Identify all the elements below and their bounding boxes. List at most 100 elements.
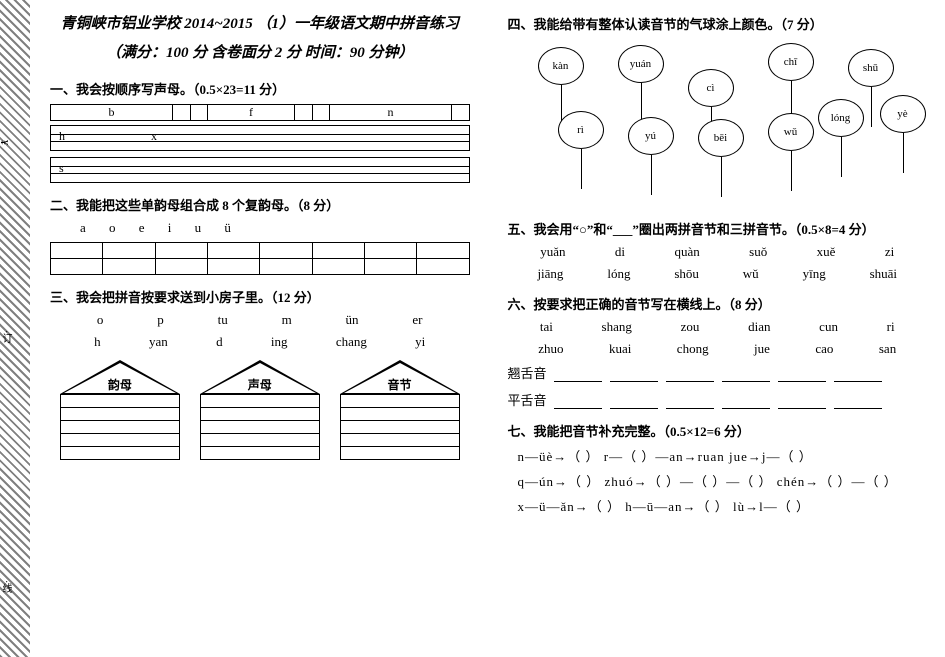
binding-gutter: ¥ ·订 ·线: [0, 0, 30, 657]
q2-grid: [50, 242, 470, 275]
q1-cell: [452, 105, 469, 121]
q3-head: 三、我会把拼音按要求送到小房子里。（12 分）: [50, 287, 470, 306]
gutter-mark-1: ¥: [0, 140, 9, 145]
q1-letter: s: [59, 161, 64, 176]
q5-item: jiāng: [537, 266, 563, 282]
q3-item: er: [412, 312, 422, 328]
q6-item: chong: [677, 341, 709, 357]
q3-item: h: [94, 334, 101, 350]
q6-item: san: [879, 341, 896, 357]
q3-item: tu: [218, 312, 228, 328]
q5-row1: yuǎn di quàn suǒ xuě zi: [516, 244, 920, 260]
q5-item: xuě: [817, 244, 836, 260]
page-content: 青铜峡市铝业学校 2014~2015 （1）一年级语文期中拼音练习 （满分：10…: [30, 0, 945, 657]
q6-row2: zhuo kuai chong jue cao san: [516, 341, 920, 357]
q1-cell: [190, 105, 207, 121]
q6-item: cao: [815, 341, 833, 357]
q5-head: 五、我会用“○”和“___”圈出两拼音节和三拼音节。（0.5×8=4 分）: [508, 219, 928, 238]
balloon: lóng: [818, 99, 864, 137]
balloons: kànyuáncìchīshū rìyúbēiwǔlóngyè: [508, 39, 928, 179]
balloon: yú: [628, 117, 674, 155]
q3-item: ing: [271, 334, 288, 350]
q1-letter: h: [59, 129, 65, 144]
q1-head: 一、我会按顺序写声母。（0.5×23=11 分）: [50, 79, 470, 98]
title-line1: 青铜峡市铝业学校 2014~2015 （1）一年级语文期中拼音练习: [50, 10, 470, 39]
q6-blanks-2: 平舌音: [508, 390, 928, 409]
q6-label2: 平舌音: [508, 393, 547, 408]
q6-item: zou: [681, 319, 700, 335]
q5-item: shōu: [674, 266, 699, 282]
q6-item: tai: [540, 319, 553, 335]
q6-item: zhuo: [538, 341, 563, 357]
q5-item: suǒ: [749, 244, 767, 260]
q7-line3: x—ü—ǎn→（ ） h—ū—an→（ ） lù→l—（ ）: [518, 496, 928, 515]
q3-item: d: [216, 334, 223, 350]
balloon: bēi: [698, 119, 744, 157]
gutter-mark-2: ·订: [0, 330, 13, 343]
balloon: yè: [880, 95, 926, 133]
house-label: 韵母: [96, 376, 144, 393]
q3-item: p: [157, 312, 164, 328]
q6-item: shang: [602, 319, 632, 335]
q1-ruled-2: s: [50, 157, 470, 183]
q5-item: zi: [885, 244, 894, 260]
q1-cell: [173, 105, 190, 121]
balloon: cì: [688, 69, 734, 107]
right-column: 四、我能给带有整体认读音节的气球涂上颜色。（7 分） kànyuáncìchīs…: [488, 0, 945, 657]
q2-head: 二、我能把这些单韵母组合成 8 个复韵母。（8 分）: [50, 195, 470, 214]
q5-item: quàn: [674, 244, 699, 260]
balloon: shū: [848, 49, 894, 87]
q1-cell: b: [51, 105, 173, 121]
q5-item: wǔ: [743, 266, 759, 282]
q7-line1: n—üè→（ ） r—（ ）—an→ruan jue→j—（ ）: [518, 446, 928, 465]
q1-grid-row1: b f n: [50, 104, 470, 121]
q6-item: jue: [754, 341, 770, 357]
q6-label1: 翘舌音: [508, 366, 547, 381]
q3-item: m: [282, 312, 292, 328]
q5-item: shuāi: [870, 266, 897, 282]
q3-item: o: [97, 312, 104, 328]
q6-item: ri: [887, 319, 895, 335]
q3-item: ün: [346, 312, 359, 328]
gutter-mark-3: ·线: [0, 580, 13, 593]
q6-item: dian: [748, 319, 770, 335]
q3-row2: h yan d ing chang yi: [70, 334, 450, 350]
balloon: kàn: [538, 47, 584, 85]
q2-letters: a o e i u ü: [80, 220, 470, 236]
house-1: 韵母: [60, 360, 180, 460]
q3-item: yi: [415, 334, 425, 350]
q7-line2: q—ún→（ ） zhuó→（ ）—（ ）—（ ） chén→（ ）—（ ）: [518, 471, 928, 490]
q7-head: 七、我能把音节补充完整。（0.5×12=6 分）: [508, 421, 928, 440]
balloon: rì: [558, 111, 604, 149]
q3-row1: o p tu m ün er: [70, 312, 450, 328]
houses-row: 韵母 声母 音节: [50, 360, 470, 460]
q6-row1: tai shang zou dian cun ri: [516, 319, 920, 335]
q5-item: yuǎn: [540, 244, 565, 260]
balloon: yuán: [618, 45, 664, 83]
title-line2: （满分：100 分 含卷面分 2 分 时间：90 分钟）: [50, 39, 470, 68]
q1-ruled-1: hx: [50, 125, 470, 151]
house-label: 声母: [236, 376, 284, 393]
balloon: wǔ: [768, 113, 814, 151]
q4-head: 四、我能给带有整体认读音节的气球涂上颜色。（7 分）: [508, 14, 928, 33]
q1-cell: f: [207, 105, 294, 121]
q6-item: kuai: [609, 341, 631, 357]
q6-blanks-1: 翘舌音: [508, 363, 928, 382]
title-block: 青铜峡市铝业学校 2014~2015 （1）一年级语文期中拼音练习 （满分：10…: [50, 10, 470, 67]
q5-row2: jiāng lóng shōu wǔ yīng shuāi: [516, 266, 920, 282]
house-3: 音节: [340, 360, 460, 460]
q1-letter: x: [151, 129, 157, 144]
house-label: 音节: [376, 376, 424, 393]
q1-cell: [312, 105, 329, 121]
q3-item: yan: [149, 334, 168, 350]
q5-item: di: [615, 244, 625, 260]
left-column: 青铜峡市铝业学校 2014~2015 （1）一年级语文期中拼音练习 （满分：10…: [30, 0, 488, 657]
house-2: 声母: [200, 360, 320, 460]
balloon: chī: [768, 43, 814, 81]
q1-cell: n: [330, 105, 452, 121]
q6-head: 六、按要求把正确的音节写在横线上。（8 分）: [508, 294, 928, 313]
q3-item: chang: [336, 334, 367, 350]
q1-cell: [295, 105, 312, 121]
q5-item: lóng: [607, 266, 630, 282]
q6-item: cun: [819, 319, 838, 335]
